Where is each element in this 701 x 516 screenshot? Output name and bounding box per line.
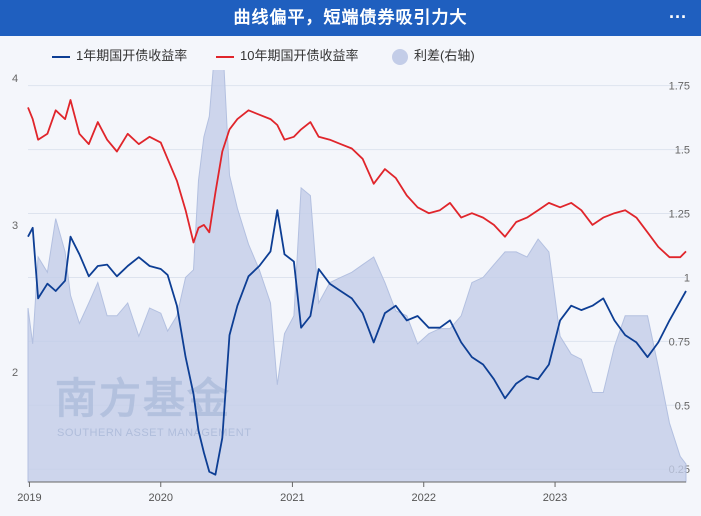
x-axis-ticks: 2019 2020 2021 2022 2023 <box>17 482 567 504</box>
x-tick-label: 2021 <box>280 492 304 504</box>
left-axis-ticks: 2 3 4 <box>12 73 18 379</box>
left-tick-label: 2 <box>12 367 18 379</box>
legend-swatch-10y <box>216 55 234 58</box>
chart-header <box>0 0 701 36</box>
right-tick-label: 1.25 <box>669 209 690 221</box>
series-line-10y <box>27 99 687 259</box>
right-tick-label: 1 <box>684 272 690 284</box>
legend-label-spread: 利差(右轴) <box>414 48 475 63</box>
legend-label-10y: 10年期国开债收益率 <box>240 48 359 63</box>
watermark: 南方基金 SOUTHERN ASSET MANAGEMENT <box>55 375 251 439</box>
watermark-cn: 南方基金 <box>55 375 231 422</box>
legend-item-spread[interactable]: 利差(右轴) <box>392 44 475 68</box>
chart-title: 曲线偏平，短端债券吸引力大 <box>233 8 468 27</box>
ellipsis-icon[interactable]: ··· <box>669 7 687 27</box>
chart-legend: 1年期国开债收益率 10年期国开债收益率 利差(右轴) <box>0 44 701 68</box>
legend-item-10y[interactable]: 10年期国开债收益率 <box>216 44 358 68</box>
legend-item-1y[interactable]: 1年期国开债收益率 <box>52 44 187 68</box>
watermark-en: SOUTHERN ASSET MANAGEMENT <box>57 427 251 439</box>
x-tick-label: 2022 <box>411 492 435 504</box>
legend-swatch-spread <box>392 48 408 65</box>
series-line-1y <box>27 209 687 476</box>
left-tick-label: 4 <box>12 73 18 85</box>
right-tick-label: 1.5 <box>675 145 690 157</box>
legend-swatch-1y <box>52 55 70 58</box>
x-tick-label: 2023 <box>543 492 567 504</box>
x-tick-label: 2020 <box>149 492 173 504</box>
right-tick-label: 0.5 <box>675 400 690 412</box>
legend-label-1y: 1年期国开债收益率 <box>76 48 188 63</box>
series-lines <box>27 99 687 476</box>
left-tick-label: 3 <box>12 220 18 232</box>
right-tick-label: 1.75 <box>669 81 690 93</box>
right-tick-label: 0.75 <box>669 336 690 348</box>
x-tick-label: 2019 <box>17 492 41 504</box>
